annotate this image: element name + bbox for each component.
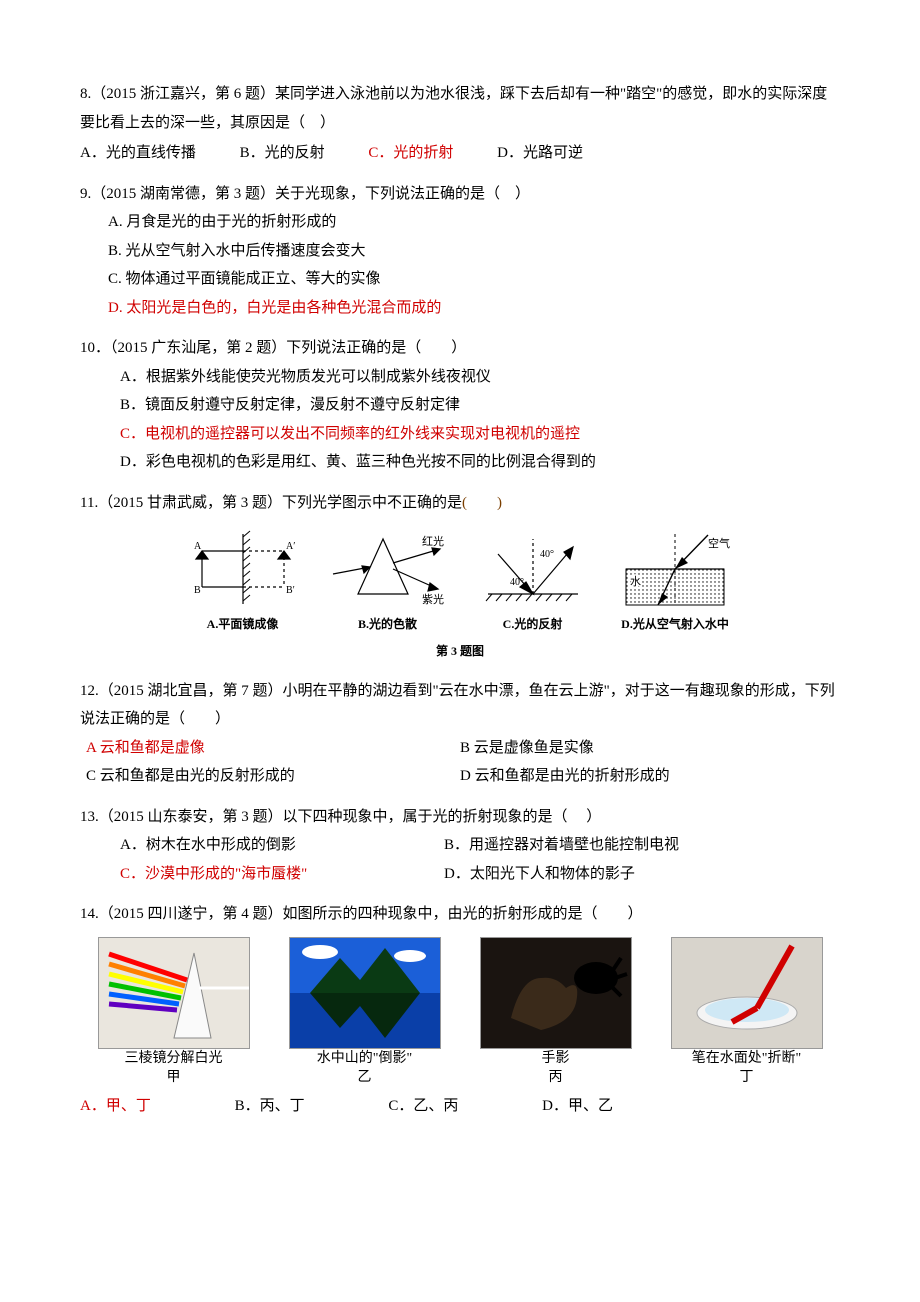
q10-options: A．根据紫外线能使荧光物质发光可以制成紫外线夜视仪 B．镜面反射遵守反射定律，漫… <box>80 363 840 477</box>
q8-opt-c: C．光的折射 <box>368 139 453 168</box>
q9-stem: 9.（2015 湖南常德，第 3 题）关于光现象，下列说法正确的是（ ） <box>80 180 840 209</box>
q14-p2-cap1: 水中山的"倒影" <box>317 1049 412 1069</box>
q10-opt-d: D．彩色电视机的色彩是用红、黄、蓝三种色光按不同的比例混合得到的 <box>120 448 840 477</box>
q13-opt-d: D．太阳光下人和物体的影子 <box>444 860 635 889</box>
q9-opt-b: B. 光从空气射入水中后传播速度会变大 <box>108 237 840 266</box>
svg-text:红光: 红光 <box>422 534 444 548</box>
q12-stem: 12.（2015 湖北宜昌，第 7 题）小明在平静的湖边看到"云在水中漂，鱼在云… <box>80 677 840 734</box>
question-9: 9.（2015 湖南常德，第 3 题）关于光现象，下列说法正确的是（ ） A. … <box>80 180 840 323</box>
q14-p1-cap2: 甲 <box>167 1068 181 1088</box>
q14-opt-c: C．乙、丙 <box>388 1092 458 1121</box>
q8-opt-d: D．光路可逆 <box>497 139 583 168</box>
q14-stem: 14.（2015 四川遂宁，第 4 题）如图所示的四种现象中，由光的折射形成的是… <box>80 900 840 929</box>
svg-text:40°: 40° <box>510 577 524 588</box>
q11-fig-c-cap: C.光的反射 <box>503 613 563 636</box>
q12-opt-b: B 云是虚像鱼是实像 <box>460 734 840 763</box>
svg-text:B′: B′ <box>286 585 295 596</box>
q14-p2-cap2: 乙 <box>358 1068 372 1088</box>
q14-opt-d: D．甲、乙 <box>542 1092 613 1121</box>
svg-text:空气: 空气 <box>708 536 730 550</box>
q10-opt-c: C．电视机的遥控器可以发出不同频率的红外线来实现对电视机的遥控 <box>120 420 840 449</box>
q11-fig-a-cap: A.平面镜成像 <box>207 613 279 636</box>
q8-opt-b: B．光的反射 <box>240 139 325 168</box>
q11-fig-a: A B A′ B′ A.平面镜成像 <box>188 529 298 636</box>
q11-fig-d-cap: D.光从空气射入水中 <box>621 613 729 636</box>
q13-options: A．树木在水中形成的倒影 B．用遥控器对着墙壁也能控制电视 C．沙漠中形成的"海… <box>80 831 840 888</box>
q12-options: A 云和鱼都是虚像 C 云和鱼都是由光的反射形成的 B 云是虚像鱼是实像 D 云… <box>80 734 840 791</box>
svg-text:40°: 40° <box>540 549 554 560</box>
q14-opt-a: A．甲、丁 <box>80 1092 151 1121</box>
q11-fig-title: 第 3 题图 <box>80 640 840 663</box>
q13-opt-a: A．树木在水中形成的倒影 <box>120 831 444 860</box>
q8-options: A．光的直线传播 B．光的反射 C．光的折射 D．光路可逆 <box>80 139 840 168</box>
q11-figures: A B A′ B′ A.平面镜成像 红光 紫光 <box>80 529 840 636</box>
q11-stem: 11.（2015 甘肃武威，第 3 题）下列光学图示中不正确的是( ) <box>80 489 840 518</box>
q12-opt-d: D 云和鱼都是由光的折射形成的 <box>460 762 840 791</box>
q9-opt-d: D. 太阳光是白色的，白光是由各种色光混合而成的 <box>108 294 840 323</box>
q10-opt-b: B．镜面反射遵守反射定律，漫反射不遵守反射定律 <box>120 391 840 420</box>
question-8: 8.（2015 浙江嘉兴，第 6 题）某同学进入泳池前以为池水很浅，踩下去后却有… <box>80 80 840 168</box>
q9-opt-c: C. 物体通过平面镜能成正立、等大的实像 <box>108 265 840 294</box>
q10-opt-a: A．根据紫外线能使荧光物质发光可以制成紫外线夜视仪 <box>120 363 840 392</box>
q14-options: A．甲、丁 B．丙、丁 C．乙、丙 D．甲、乙 <box>80 1092 840 1121</box>
q11-stem-text: 11.（2015 甘肃武威，第 3 题）下列光学图示中不正确的是 <box>80 495 462 511</box>
svg-text:B: B <box>194 585 201 596</box>
svg-text:A: A <box>194 541 202 552</box>
q13-opt-b: B．用遥控器对着墙壁也能控制电视 <box>444 831 679 860</box>
q14-p4-cap1: 笔在水面处"折断" <box>692 1049 801 1069</box>
q14-photo-3: 手影 丙 <box>480 937 632 1088</box>
q14-p1-cap1: 三棱镜分解白光 <box>125 1049 223 1069</box>
q9-opt-a: A. 月食是光的由于光的折射形成的 <box>108 208 840 237</box>
question-11: 11.（2015 甘肃武威，第 3 题）下列光学图示中不正确的是( ) <box>80 489 840 663</box>
question-13: 13.（2015 山东泰安，第 3 题）以下四种现象中，属于光的折射现象的是（ … <box>80 803 840 889</box>
question-12: 12.（2015 湖北宜昌，第 7 题）小明在平静的湖边看到"云在水中漂，鱼在云… <box>80 677 840 791</box>
q11-fig-b: 红光 紫光 B.光的色散 <box>328 529 448 636</box>
q14-photo-4: 笔在水面处"折断" 丁 <box>671 937 823 1088</box>
q11-fig-c: 40° 40° C.光的反射 <box>478 529 588 636</box>
svg-text:A′: A′ <box>286 541 295 552</box>
q14-p3-cap1: 手影 <box>542 1049 570 1069</box>
q14-p3-cap2: 丙 <box>549 1068 563 1088</box>
q14-photos: 三棱镜分解白光 甲 水中山的"倒影" 乙 手影 <box>80 937 840 1088</box>
q11-paren: ( ) <box>462 495 502 511</box>
q14-photo-1: 三棱镜分解白光 甲 <box>98 937 250 1088</box>
q8-opt-a: A．光的直线传播 <box>80 139 196 168</box>
q14-photo-2: 水中山的"倒影" 乙 <box>289 937 441 1088</box>
question-14: 14.（2015 四川遂宁，第 4 题）如图所示的四种现象中，由光的折射形成的是… <box>80 900 840 1120</box>
q13-stem: 13.（2015 山东泰安，第 3 题）以下四种现象中，属于光的折射现象的是（ … <box>80 803 840 832</box>
q10-stem: 10．（2015 广东汕尾，第 2 题）下列说法正确的是（ ） <box>80 334 840 363</box>
q14-p4-cap2: 丁 <box>740 1068 754 1088</box>
question-10: 10．（2015 广东汕尾，第 2 题）下列说法正确的是（ ） A．根据紫外线能… <box>80 334 840 477</box>
q9-options: A. 月食是光的由于光的折射形成的 B. 光从空气射入水中后传播速度会变大 C.… <box>80 208 840 322</box>
svg-text:水: 水 <box>630 575 641 588</box>
q11-fig-b-cap: B.光的色散 <box>358 613 417 636</box>
q12-opt-a: A 云和鱼都是虚像 <box>80 734 460 763</box>
q8-stem: 8.（2015 浙江嘉兴，第 6 题）某同学进入泳池前以为池水很浅，踩下去后却有… <box>80 80 840 137</box>
q13-opt-c: C．沙漠中形成的"海市蜃楼" <box>120 860 444 889</box>
q14-opt-b: B．丙、丁 <box>235 1092 305 1121</box>
q11-fig-d: 空气 水 水 D.光从空气射入水中 <box>618 529 733 636</box>
q12-opt-c: C 云和鱼都是由光的反射形成的 <box>80 762 460 791</box>
svg-text:紫光: 紫光 <box>422 592 444 606</box>
